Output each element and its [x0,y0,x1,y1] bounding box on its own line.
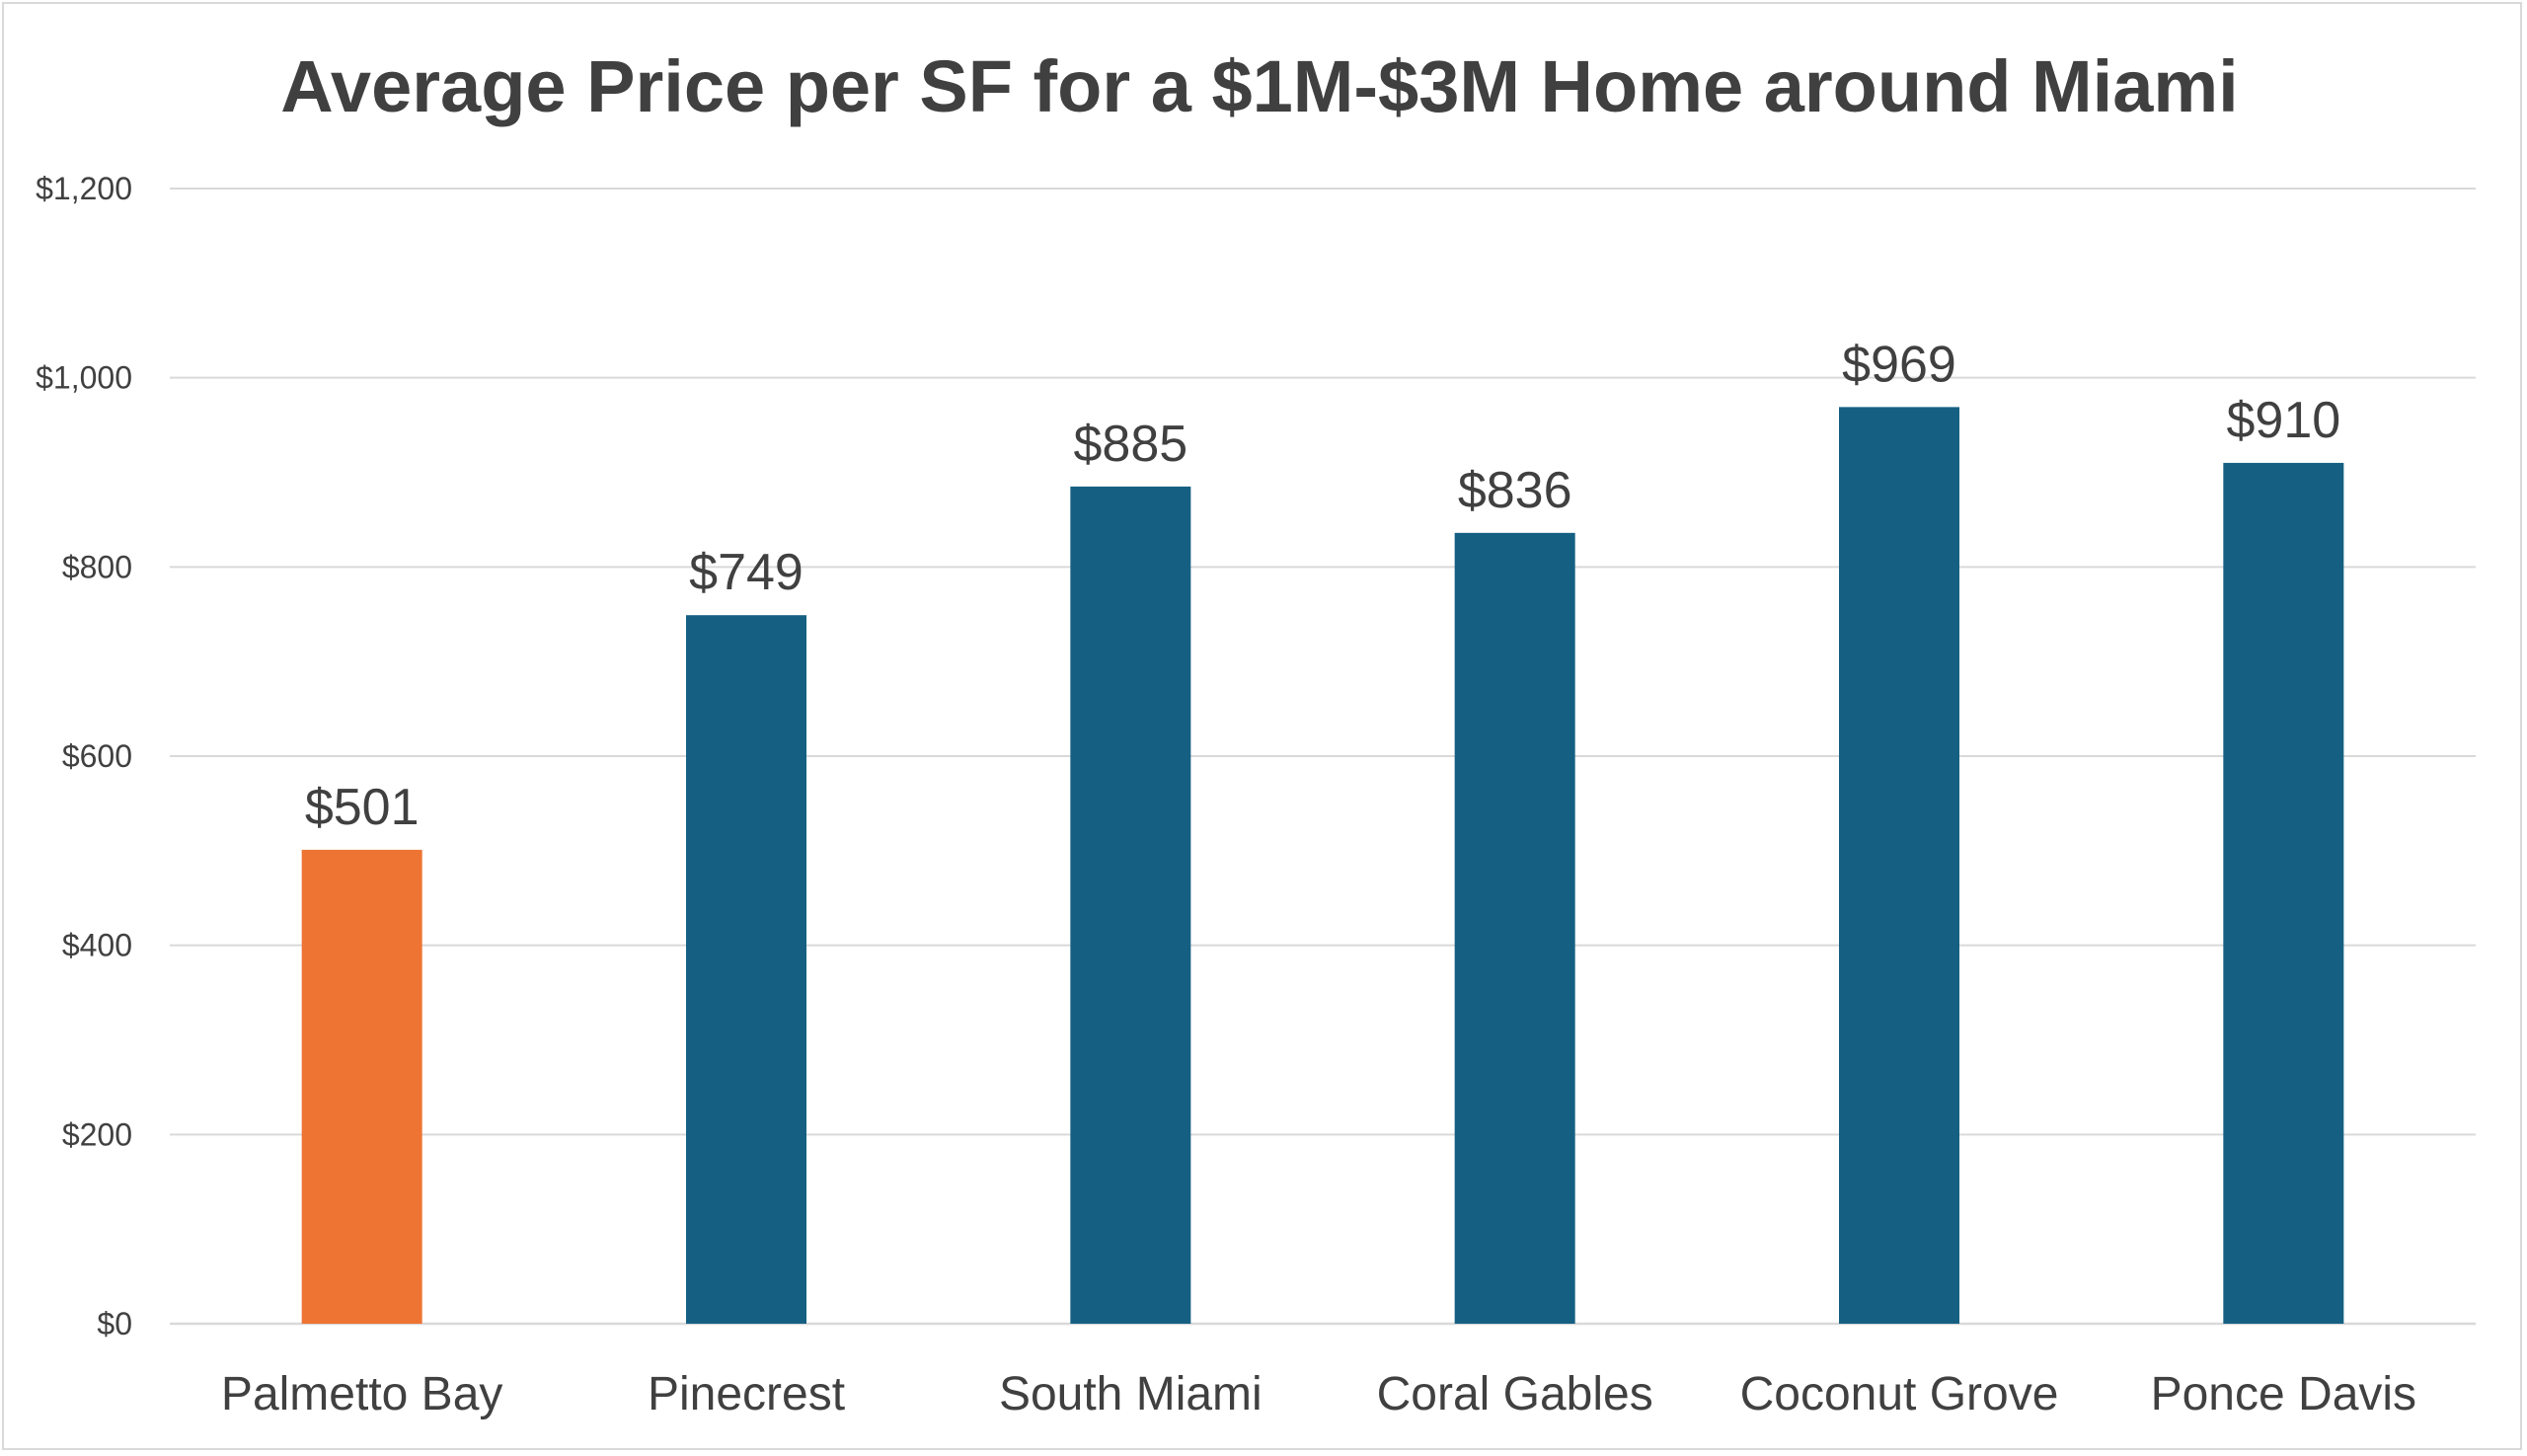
data-label: $969 [1842,336,1956,393]
bar-south-miami [1070,486,1191,1324]
x-tick-label: Palmetto Bay [221,1368,502,1420]
x-tick-label: Coral Gables [1377,1368,1653,1420]
y-tick-label: $1,000 [36,360,132,396]
bar-coral-gables [1454,532,1575,1324]
gridlines [170,188,2476,1326]
bar-palmetto-bay [301,849,422,1324]
y-tick-label: $600 [62,738,132,774]
data-label: $885 [1073,416,1187,473]
data-label: $501 [305,779,420,836]
bar-ponce-davis [2223,462,2344,1325]
data-label: $836 [1458,462,1572,519]
y-tick-label: $200 [62,1116,132,1152]
data-labels: $501 $749 $885 $836 $969 $910 [305,336,2340,836]
x-tick-label: Ponce Davis [2151,1368,2416,1420]
x-tick-label: South Miami [999,1368,1263,1420]
y-tick-label: $0 [97,1306,132,1341]
bar-coconut-grove [1839,407,1959,1324]
y-tick-label: $1,200 [36,171,132,206]
data-label: $910 [2226,392,2340,449]
y-axis-tick-labels: $0 $200 $400 $600 $800 $1,000 $1,200 [36,171,132,1341]
data-label: $749 [689,544,804,601]
x-axis-tick-labels: Palmetto Bay Pinecrest South Miami Coral Ga… [221,1368,2416,1420]
x-tick-label: Pinecrest [648,1368,845,1420]
y-tick-label: $400 [62,928,132,963]
y-tick-label: $800 [62,549,132,584]
x-tick-label: Coconut Grove [1740,1368,2059,1420]
chart-title: Average Price per SF for a $1M-$3M Home … [280,45,2239,127]
bars [301,407,2344,1325]
bar-pinecrest [686,615,806,1324]
